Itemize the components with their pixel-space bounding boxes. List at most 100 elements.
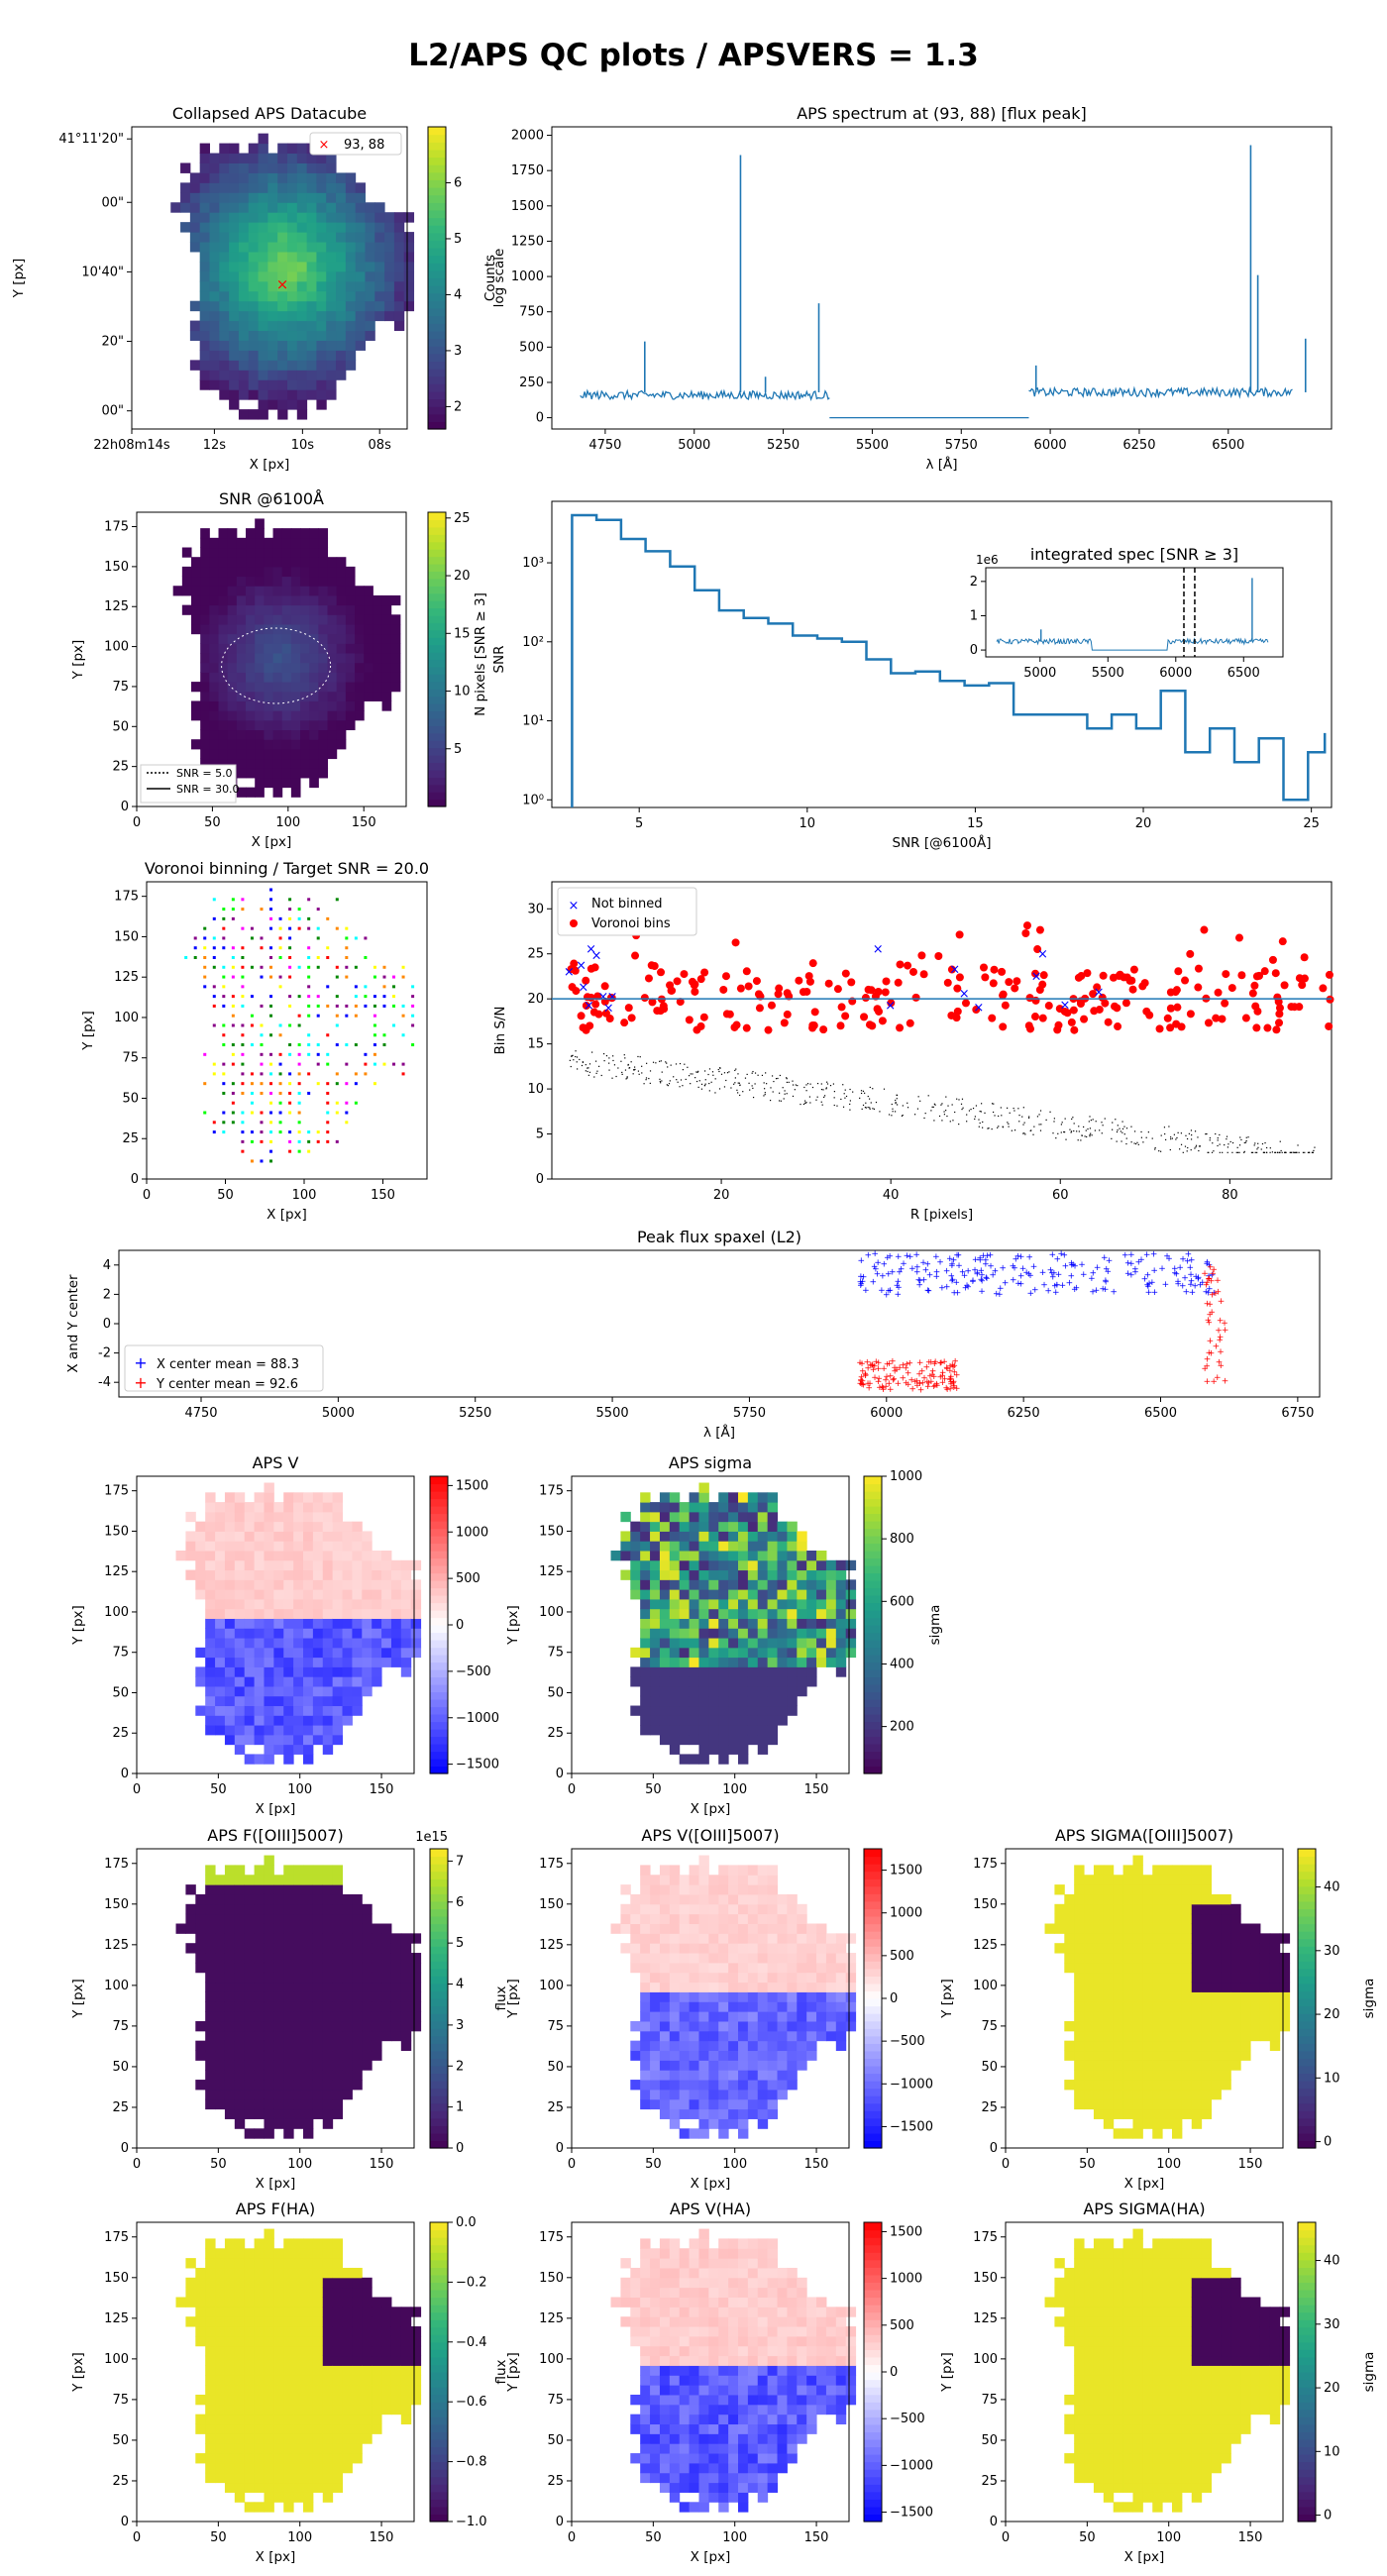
collapsed-pixel <box>296 202 308 213</box>
f_oiii-pixel <box>205 1982 216 1992</box>
y-center-point: + <box>862 1371 870 1381</box>
snr_map-pixel <box>355 682 365 693</box>
sigma-pixel <box>738 1725 749 1736</box>
collapsed-pixel <box>286 360 298 371</box>
sigma-pixel <box>640 1657 651 1667</box>
pixel-point <box>660 1060 662 1062</box>
v-pixel <box>303 1754 314 1765</box>
sigma-pixel <box>835 1666 847 1677</box>
sigma-pixel <box>718 1725 729 1736</box>
x-center-point: + <box>884 1253 892 1263</box>
x-center-point: + <box>1205 1288 1213 1298</box>
v-xtick-label: 100 <box>287 1782 312 1797</box>
f_oiii-pixel <box>342 2089 353 2100</box>
f_oiii-pixel <box>400 1953 412 1964</box>
sigma-pixel <box>797 1541 807 1552</box>
v-pixel <box>342 1657 353 1667</box>
v_oiii-pixel <box>630 1962 641 1974</box>
voronoi-cell <box>335 975 339 979</box>
f_oiii-pixel <box>264 2020 274 2032</box>
f_oiii-pixel <box>303 2011 314 2022</box>
sigma-pixel <box>718 1628 729 1639</box>
voronoi-bin-point <box>1083 969 1092 978</box>
f_oiii-xtick-label: 0 <box>133 2157 141 2172</box>
f_oiii-pixel <box>244 2040 256 2052</box>
x-center-point: + <box>946 1254 954 1264</box>
x-center-point: + <box>1052 1288 1060 1298</box>
f_oiii-pixel <box>264 1855 274 1866</box>
f_oiii-pixel <box>254 1875 265 1885</box>
snr_map-pixel <box>355 604 365 615</box>
snr_map-pixel <box>327 710 338 721</box>
snr_map-pixel <box>264 537 274 549</box>
f_oiii-pixel <box>283 1903 294 1915</box>
voronoi-cell <box>373 1033 376 1037</box>
x-center-point: + <box>1209 1270 1217 1280</box>
y-center-point: + <box>913 1377 921 1387</box>
f_oiii-pixel <box>254 1913 265 1924</box>
y-center-point: + <box>1214 1276 1222 1286</box>
f_oiii-pixel <box>332 1972 344 1984</box>
snr_map-pixel <box>390 653 401 664</box>
y-center-point: + <box>1217 1361 1225 1371</box>
bin_snr-xtick-label: 20 <box>713 1188 730 1203</box>
f_oiii-pixel <box>372 2040 382 2052</box>
v-pixel <box>381 1647 392 1659</box>
f_oiii-pixel <box>244 2020 256 2032</box>
v-pixel <box>244 1502 256 1513</box>
snr_map-pixel <box>345 594 356 606</box>
collapsed-pixel <box>277 310 288 322</box>
y-center-point: + <box>900 1374 907 1384</box>
v-pixel <box>372 1657 382 1667</box>
v_oiii-pixel <box>640 2040 651 2052</box>
pixel-point <box>570 1065 572 1068</box>
f_oiii-pixel <box>283 1923 294 1934</box>
snr_map-pixel <box>272 719 283 731</box>
sigma-pixel <box>797 1559 807 1571</box>
collapsed-pixel <box>336 212 347 223</box>
sigma-pixel <box>659 1492 671 1503</box>
pixel-point <box>803 1086 805 1089</box>
f_oiii-pixel <box>283 1943 294 1954</box>
sigma-pixel <box>640 1638 651 1649</box>
collapsed-pixel <box>345 232 357 243</box>
pixel-point <box>739 1084 741 1086</box>
collapsed-colorbar-cell <box>428 338 446 347</box>
v-pixel <box>224 1521 236 1532</box>
v-pixel <box>185 1531 196 1542</box>
collapsed-pixel <box>316 310 327 322</box>
f_oiii-pixel <box>381 1972 392 1984</box>
v_oiii-pixel <box>679 1972 691 1984</box>
voronoi-cell <box>307 1004 311 1008</box>
not-binned-point: × <box>591 949 602 964</box>
v-colorbar-cell <box>430 1721 448 1730</box>
f_oiii-pixel <box>264 2098 274 2110</box>
f_oiii-pixel <box>293 2080 304 2091</box>
voronoi-bin-point <box>990 965 999 974</box>
voronoi-cell <box>288 1149 292 1153</box>
sigma-pixel <box>757 1657 769 1667</box>
x-center-point: + <box>1053 1254 1061 1264</box>
collapsed-pixel <box>316 251 327 263</box>
pixel-point <box>754 1083 756 1085</box>
snr_map-pixel <box>309 604 319 615</box>
pixel-point <box>694 1077 696 1079</box>
f_oiii-pixel <box>342 1923 353 1934</box>
v-pixel <box>332 1647 344 1659</box>
f_oiii-pixel <box>332 1884 344 1895</box>
collapsed-pixel <box>393 242 405 253</box>
collapsed-pixel <box>374 290 385 302</box>
pixel-point <box>576 1056 579 1058</box>
v_oiii-pixel <box>669 2020 681 2032</box>
collapsed-pixel <box>219 202 230 213</box>
collapsed-pixel <box>286 232 298 243</box>
x-center-point: + <box>959 1268 967 1278</box>
v_oiii-pixel <box>650 2070 661 2081</box>
f_oiii-pixel <box>283 1953 294 1964</box>
snr_map-pixel <box>300 672 310 683</box>
pixel-point <box>1011 1129 1013 1131</box>
voronoi-bin-point <box>860 1013 869 1021</box>
pixel-point <box>1195 1144 1198 1146</box>
v_oiii-pixel <box>698 2128 709 2139</box>
